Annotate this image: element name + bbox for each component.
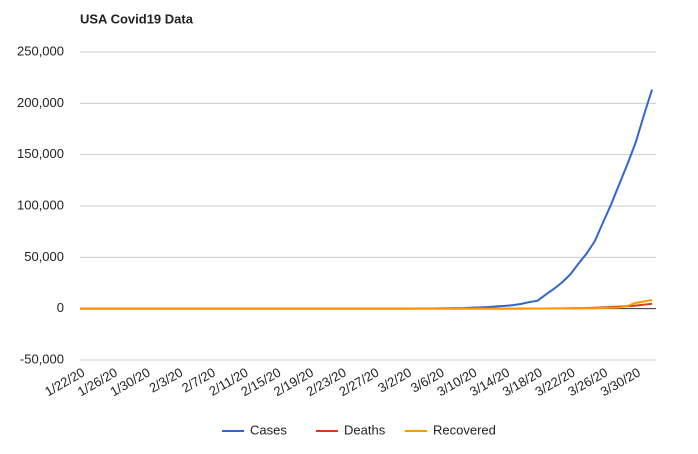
y-tick-label: 250,000 xyxy=(17,43,64,58)
legend-label: Recovered xyxy=(433,422,496,437)
y-tick-label: -50,000 xyxy=(20,351,64,366)
y-tick-label: 100,000 xyxy=(17,197,64,212)
legend-item: Deaths xyxy=(316,422,386,437)
y-tick-label: 150,000 xyxy=(17,146,64,161)
legend-label: Cases xyxy=(250,422,287,437)
legend-label: Deaths xyxy=(344,422,386,437)
y-tick-label: 50,000 xyxy=(24,249,64,264)
legend-item: Recovered xyxy=(405,422,496,437)
chart-title: USA Covid19 Data xyxy=(80,11,194,26)
y-tick-label: 200,000 xyxy=(17,95,64,110)
y-tick-label: 0 xyxy=(57,300,64,315)
series-line xyxy=(80,298,653,310)
legend-item: Cases xyxy=(222,422,287,437)
